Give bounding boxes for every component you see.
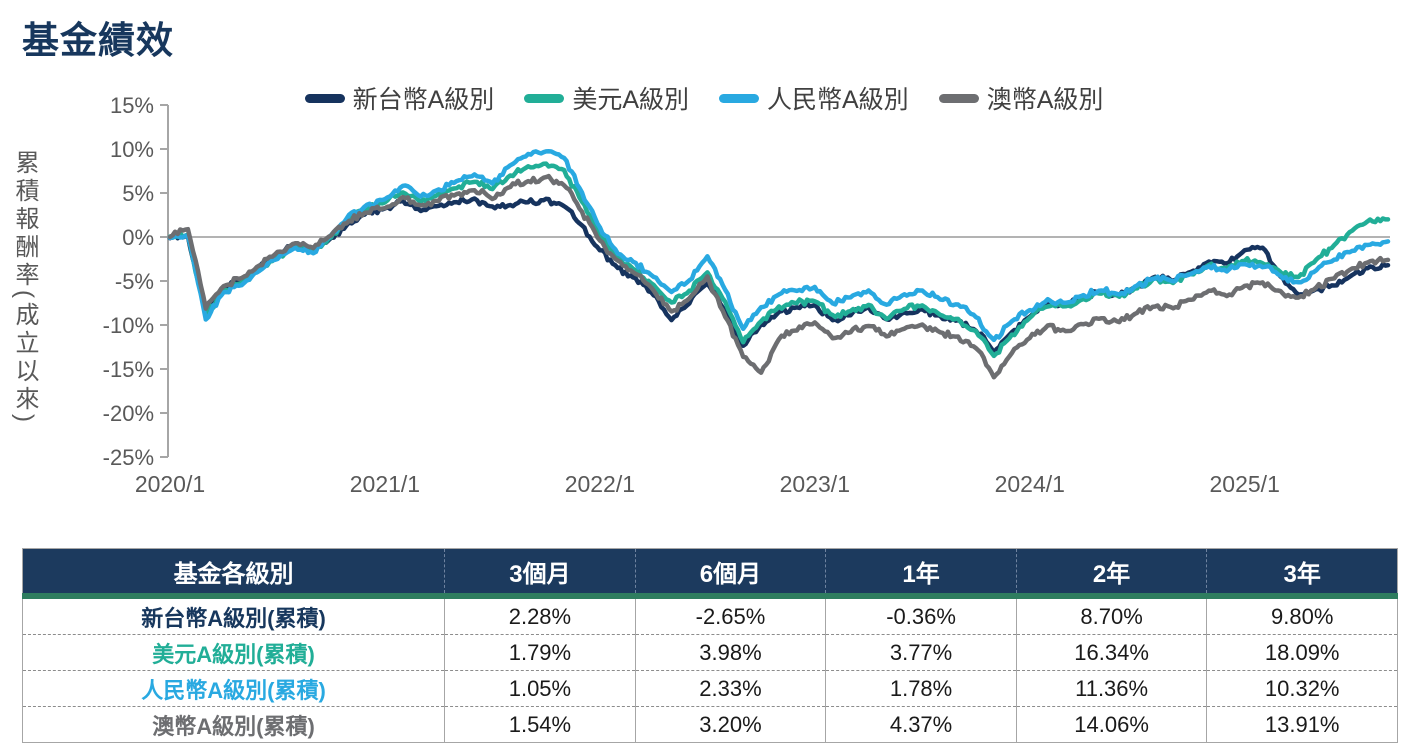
x-tick-label: 2023/1 bbox=[780, 471, 850, 497]
y-axis-title: 累積報酬率(成立以來) bbox=[11, 150, 38, 426]
y-tick-label: -20% bbox=[103, 401, 154, 426]
row-3-value-1: 3.20% bbox=[634, 706, 827, 743]
row-0-value-3: 8.70% bbox=[1015, 596, 1208, 635]
column-header-1: 3個月 bbox=[444, 548, 636, 599]
row-2-value-2: 1.78% bbox=[825, 670, 1017, 707]
table-row: 美元A級別(累積) 1.79% 3.98% 3.77% 16.34% 18.09% bbox=[21, 634, 1398, 671]
y-tick-label: -15% bbox=[103, 357, 154, 382]
y-tick-label: 15% bbox=[110, 93, 154, 118]
table-body: 新台幣A級別(累積) 2.28% -2.65% -0.36% 8.70% 9.80% 美元A… bbox=[21, 596, 1398, 743]
column-header-0: 基金各級別 bbox=[22, 548, 446, 599]
table-row: 人民幣A級別(累積) 1.05% 2.33% 1.78% 11.36% 10.32% bbox=[21, 670, 1398, 707]
row-1-value-2: 3.77% bbox=[825, 634, 1017, 671]
row-0-value-0: 2.28% bbox=[444, 596, 636, 635]
row-label-1: 美元A級別(累積) bbox=[21, 634, 446, 671]
y-tick-label: 0% bbox=[122, 225, 154, 250]
row-2-value-3: 11.36% bbox=[1015, 670, 1208, 707]
series-line-3 bbox=[167, 173, 1391, 380]
row-label-3: 澳幣A級別(累積) bbox=[21, 706, 446, 743]
y-tick-label: -10% bbox=[103, 313, 154, 338]
y-tick-label: 5% bbox=[122, 181, 154, 206]
series-line-1 bbox=[167, 161, 1391, 359]
row-label-0: 新台幣A級別(累積) bbox=[21, 596, 446, 635]
row-0-value-2: -0.36% bbox=[825, 596, 1017, 635]
row-label-2: 人民幣A級別(累積) bbox=[21, 670, 446, 707]
row-3-value-4: 13.91% bbox=[1206, 706, 1398, 743]
row-1-value-0: 1.79% bbox=[444, 634, 636, 671]
row-3-value-2: 4.37% bbox=[825, 706, 1017, 743]
performance-chart-area: 新台幣A級別 美元A級別 人民幣A級別 澳幣A級別 累積報酬率(成立以來) 15% 10… bbox=[0, 78, 1408, 506]
table-header: 基金各級別 3個月 6個月 1年 2年 3年 bbox=[22, 548, 1398, 599]
performance-table: 基金各級別 3個月 6個月 1年 2年 3年 新台幣A級別(累積) 2.28% -2.65% -… bbox=[21, 548, 1398, 743]
y-tick-label: 10% bbox=[110, 137, 154, 162]
column-header-5: 3年 bbox=[1206, 548, 1398, 599]
performance-line-chart: 15% 10% 5% 0% -5% -10% -15% -20% -25%2020/1 2021/… bbox=[103, 93, 1391, 497]
column-header-4: 2年 bbox=[1016, 548, 1208, 599]
row-3-value-0: 1.54% bbox=[444, 706, 636, 743]
y-tick-label: -5% bbox=[115, 269, 154, 294]
column-header-3: 1年 bbox=[825, 548, 1017, 599]
series-line-2 bbox=[167, 149, 1391, 343]
row-1-value-4: 18.09% bbox=[1206, 634, 1398, 671]
row-0-value-4: 9.80% bbox=[1206, 596, 1398, 635]
x-tick-label: 2021/1 bbox=[350, 471, 420, 497]
x-tick-label: 2022/1 bbox=[565, 471, 635, 497]
row-1-value-3: 16.34% bbox=[1015, 634, 1208, 671]
row-2-value-0: 1.05% bbox=[444, 670, 636, 707]
x-tick-label: 2024/1 bbox=[995, 471, 1065, 497]
row-3-value-3: 14.06% bbox=[1015, 706, 1208, 743]
page-title: 基金績效 bbox=[22, 20, 174, 61]
row-0-value-1: -2.65% bbox=[634, 596, 827, 635]
row-2-value-1: 2.33% bbox=[634, 670, 827, 707]
row-2-value-4: 10.32% bbox=[1206, 670, 1398, 707]
row-1-value-1: 3.98% bbox=[634, 634, 827, 671]
table-row: 澳幣A級別(累積) 1.54% 3.20% 4.37% 14.06% 13.91% bbox=[21, 706, 1398, 743]
x-tick-label: 2025/1 bbox=[1210, 471, 1280, 497]
table-row: 新台幣A級別(累積) 2.28% -2.65% -0.36% 8.70% 9.80% bbox=[21, 596, 1398, 635]
x-tick-label: 2020/1 bbox=[135, 471, 205, 497]
y-tick-label: -25% bbox=[103, 445, 154, 470]
column-header-2: 6個月 bbox=[635, 548, 827, 599]
